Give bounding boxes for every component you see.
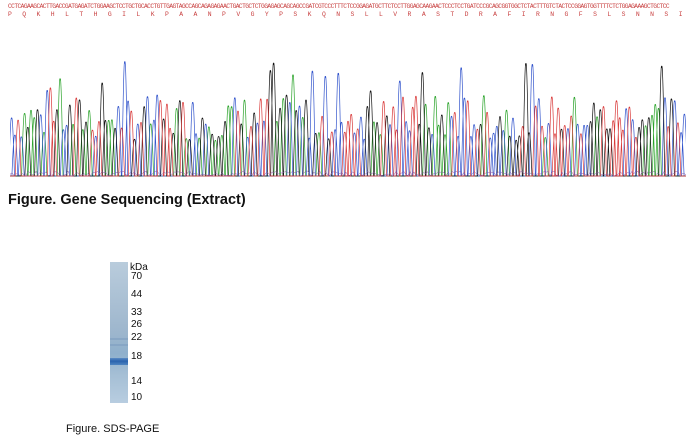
marker-label: 44 — [131, 289, 143, 300]
gel-figure-caption: Figure. SDS-PAGE — [66, 423, 160, 435]
marker-label: 18 — [131, 351, 143, 362]
trace-baseline — [10, 170, 686, 177]
chromatogram-trace — [10, 61, 686, 177]
sequencing-figure-caption: Figure. Gene Sequencing (Extract) — [8, 192, 246, 208]
faint-band — [110, 338, 128, 340]
dna-sequence-text: CCTCAGAAGCACTTGACCGATGAGATCTGGAAGCTCCTGC… — [8, 3, 670, 10]
marker-label: 33 — [131, 307, 143, 318]
faint-band — [110, 344, 128, 346]
protein-sequence-text: P Q K H L T H G I L K P A A N P V G Y P … — [8, 11, 688, 18]
trace-line-C — [10, 61, 686, 177]
protein-band — [110, 358, 128, 365]
marker-label: 14 — [131, 376, 143, 387]
kda-unit-label: kDa — [130, 262, 148, 273]
marker-label: 26 — [131, 319, 143, 330]
sds-page-gel-lane — [110, 262, 128, 403]
trace-line-T — [10, 87, 686, 177]
marker-label: 22 — [131, 332, 143, 343]
marker-label: 10 — [131, 392, 143, 403]
marker-label: 70 — [131, 271, 143, 282]
